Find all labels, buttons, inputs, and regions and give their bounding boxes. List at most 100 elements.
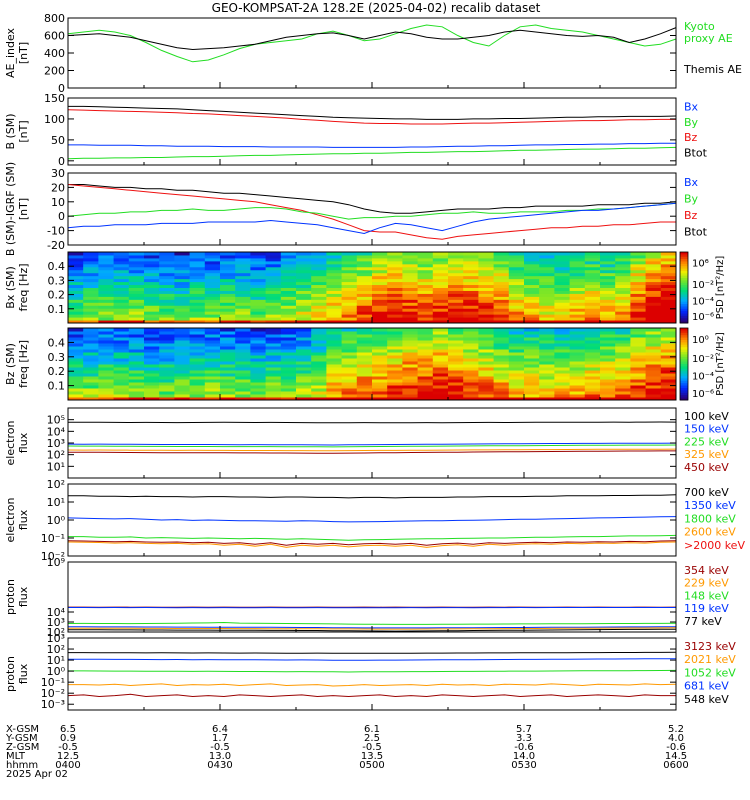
heatmap-cell <box>113 364 130 368</box>
heatmap-cell <box>204 358 221 362</box>
heatmap-cell <box>144 263 160 268</box>
heatmap-cell <box>341 352 358 356</box>
heatmap-cell <box>615 373 631 377</box>
heatmap-cell <box>539 355 555 359</box>
heatmap-cell <box>204 397 221 401</box>
heatmap-cell <box>83 379 99 383</box>
heatmap-cell <box>311 305 327 309</box>
heatmap-cell <box>584 320 601 324</box>
heatmap-cell <box>68 266 84 271</box>
heatmap-cell <box>128 308 145 312</box>
heatmap-cell <box>144 302 160 306</box>
heatmap-cell <box>174 331 191 335</box>
heatmap-cell <box>83 252 99 256</box>
heatmap-cell <box>204 346 221 350</box>
heatmap-cell <box>645 346 662 350</box>
heatmap-cell <box>311 302 327 306</box>
heatmap-cell <box>448 252 464 256</box>
heatmap-cell <box>250 275 267 280</box>
heatmap-cell <box>189 388 206 392</box>
heatmap-cell <box>174 308 191 312</box>
heatmap-cell <box>128 385 145 389</box>
heatmap-cell <box>68 358 84 362</box>
heatmap-cell <box>600 290 616 294</box>
heatmap-cell <box>280 272 297 277</box>
heatmap-cell <box>341 349 358 353</box>
heatmap-cell <box>98 257 115 262</box>
y-tick-label: 0.2 <box>48 365 66 378</box>
heatmap-cell <box>68 263 84 268</box>
heatmap-cell <box>189 343 206 347</box>
heatmap-cell <box>98 281 115 286</box>
heatmap-cell <box>524 308 540 312</box>
heatmap-cell <box>356 337 373 341</box>
heatmap-cell <box>296 346 312 350</box>
heatmap-cell <box>417 254 434 259</box>
heatmap-cell <box>645 385 662 389</box>
heatmap-cell <box>524 269 540 274</box>
heatmap-cell <box>68 272 84 277</box>
heatmap-cell <box>113 367 130 371</box>
legend-entry: Btot <box>684 225 708 238</box>
heatmap-cell <box>220 376 236 380</box>
heatmap-cell <box>280 320 297 324</box>
heatmap-cell <box>235 373 251 377</box>
heatmap-cell <box>326 379 343 383</box>
colorbar-swatch <box>680 254 688 258</box>
y-tick-label: 10⁰ <box>47 665 66 678</box>
heatmap-cell <box>83 302 99 306</box>
heatmap-cell <box>645 260 662 265</box>
heatmap-cell <box>645 373 662 377</box>
heatmap-cell <box>524 352 540 356</box>
heatmap-cell <box>372 320 388 324</box>
ephemeris-value: 6.5 <box>60 724 76 735</box>
heatmap-cell <box>645 337 662 341</box>
heatmap-cell <box>539 334 555 338</box>
heatmap-cell <box>554 337 571 341</box>
heatmap-cell <box>432 352 449 356</box>
heatmap-cell <box>569 308 586 312</box>
heatmap-cell <box>83 254 99 259</box>
heatmap-cell <box>402 385 419 389</box>
heatmap-cell <box>478 355 495 359</box>
heatmap-cell <box>402 394 419 398</box>
heatmap-cell <box>402 337 419 341</box>
heatmap-cell <box>402 287 419 291</box>
heatmap-cell <box>524 379 540 383</box>
heatmap-cell <box>463 355 479 359</box>
heatmap-cell <box>311 343 327 347</box>
heatmap-cell <box>83 263 99 268</box>
heatmap-cell <box>432 346 449 350</box>
heatmap-cell <box>448 331 464 335</box>
heatmap-cell <box>356 290 373 294</box>
heatmap-cell <box>463 269 479 274</box>
heatmap-cell <box>402 281 419 286</box>
heatmap-cell <box>584 343 601 347</box>
heatmap-cell <box>660 370 677 374</box>
heatmap-cell <box>524 317 540 321</box>
heatmap-cell <box>250 343 267 347</box>
heatmap-cell <box>98 373 115 377</box>
heatmap-cell <box>296 287 312 291</box>
heatmap-cell <box>448 382 464 386</box>
heatmap-cell <box>159 257 175 262</box>
heatmap-cell <box>600 373 616 377</box>
heatmap-cell <box>341 302 358 306</box>
heatmap-cell <box>508 275 525 280</box>
heatmap-cell <box>600 391 616 395</box>
colorbar-swatch <box>680 388 688 391</box>
heatmap-cell <box>250 388 267 392</box>
heatmap-cell <box>539 346 555 350</box>
heatmap-cell <box>615 269 631 274</box>
heatmap-cell <box>660 314 677 318</box>
heatmap-cell <box>493 331 510 335</box>
heatmap-cell <box>630 364 647 368</box>
heatmap-cell <box>265 281 282 286</box>
heatmap-cell <box>493 346 510 350</box>
series-line-bigrf-3 <box>67 202 677 235</box>
heatmap-cell <box>448 320 464 324</box>
heatmap-cell <box>204 331 221 335</box>
heatmap-cell <box>630 275 647 280</box>
colorbar-swatch <box>680 397 688 401</box>
legend-entry: >2000 keV <box>684 539 745 552</box>
